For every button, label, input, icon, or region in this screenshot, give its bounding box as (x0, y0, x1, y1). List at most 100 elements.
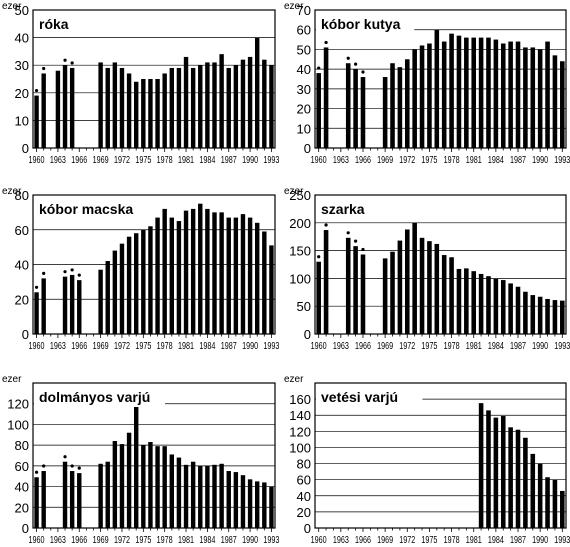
x-tick-label: 1966 (71, 154, 87, 165)
estimate-marker (34, 88, 39, 93)
x-tick-label: 1990 (242, 340, 258, 351)
bar (155, 217, 160, 334)
bar (500, 416, 506, 528)
bar (169, 454, 175, 528)
x-tick-label: 1960 (311, 534, 327, 545)
unit-label: ezer (284, 1, 304, 12)
bar (262, 482, 267, 528)
bar (169, 67, 175, 148)
title-box (34, 14, 75, 34)
y-tick-label: 250 (289, 188, 311, 203)
bar (493, 39, 499, 149)
bar (205, 465, 210, 528)
plot-frame (314, 9, 567, 149)
bar (323, 47, 329, 149)
bar (508, 283, 513, 334)
bar (126, 236, 132, 334)
bar (269, 65, 274, 148)
y-tick-label: 20 (15, 500, 29, 515)
unit-label: ezer (2, 374, 22, 385)
bar (133, 81, 139, 148)
bar (360, 77, 366, 148)
bar (353, 69, 358, 148)
bar (141, 445, 146, 528)
bar (133, 393, 139, 528)
x-tick-label: 1972 (114, 534, 130, 545)
y-tick-label: 160 (289, 392, 311, 407)
estimate-marker (34, 285, 39, 289)
bar (119, 67, 125, 148)
bar (478, 273, 484, 334)
x-tick-label: 1990 (532, 534, 548, 545)
chart-panel-4: 0 50 100 150 200 250 1960 1963 1966 1969 1972 1975 1… (284, 186, 570, 351)
estimate-marker (70, 268, 74, 272)
x-tick-label: 1966 (71, 340, 87, 351)
x-tick-label: 1987 (510, 154, 526, 165)
bar (190, 67, 196, 148)
x-tick-label: 1993 (263, 534, 279, 545)
bar (41, 73, 46, 148)
bar (176, 67, 182, 148)
y-tick-label: 150 (289, 244, 311, 259)
estimate-marker (77, 466, 81, 470)
y-tick-label: 20 (15, 292, 29, 307)
bar (478, 403, 484, 528)
bar (148, 79, 153, 148)
bar (397, 240, 403, 334)
bar (508, 41, 513, 148)
bar (198, 65, 203, 148)
x-tick-label: 1987 (221, 534, 237, 545)
chart-title: róka (39, 16, 69, 32)
bar (212, 464, 217, 528)
y-tick-label: 100 (289, 271, 311, 286)
bar (412, 49, 417, 148)
x-tick-label: 1963 (333, 534, 349, 545)
bar (34, 477, 39, 528)
bar (515, 41, 521, 148)
x-tick-label: 1972 (399, 154, 415, 165)
bar (69, 274, 75, 334)
bar (382, 258, 388, 334)
x-tick-label: 1960 (29, 534, 45, 545)
bar (247, 56, 253, 148)
chart-title: kóbor kutya (321, 16, 401, 32)
bar (41, 278, 46, 334)
bar (133, 233, 139, 334)
unit-label: ezer (2, 1, 22, 12)
bar (62, 65, 68, 148)
x-tick-label: 1975 (135, 154, 151, 165)
x-tick-label: 1987 (510, 534, 526, 545)
x-tick-label: 1978 (444, 154, 460, 165)
x-tick-label: 1981 (466, 154, 482, 165)
x-tick-label: 1993 (554, 340, 570, 351)
x-tick-label: 1966 (71, 534, 87, 545)
bar (141, 79, 146, 148)
bar (456, 35, 462, 148)
y-tick-label: 120 (289, 424, 311, 439)
estimate-marker (70, 464, 74, 468)
bar (382, 77, 388, 148)
bar (62, 276, 68, 334)
bar (77, 473, 82, 528)
x-tick-label: 1984 (488, 340, 504, 351)
estimate-marker (324, 223, 328, 227)
y-tick-label: 80 (15, 438, 29, 453)
y-tick-label: 40 (15, 31, 29, 46)
y-tick-label: 20 (297, 102, 311, 117)
x-tick-label: 1975 (421, 534, 437, 545)
bar (169, 217, 175, 334)
bar (226, 67, 231, 148)
y-tick-label: 20 (297, 505, 311, 520)
bar (523, 291, 528, 334)
y-tick-label: 10 (297, 121, 311, 136)
bar (233, 217, 239, 334)
bar (247, 479, 253, 528)
y-tick-label: 50 (297, 42, 311, 57)
x-tick-label: 1966 (355, 534, 371, 545)
bar (212, 212, 217, 334)
y-tick-label: 70 (297, 3, 311, 18)
bar (478, 37, 484, 148)
x-tick-label: 1960 (311, 340, 327, 351)
x-tick-label: 1993 (554, 154, 570, 165)
chart-title: kóbor macska (39, 201, 133, 217)
